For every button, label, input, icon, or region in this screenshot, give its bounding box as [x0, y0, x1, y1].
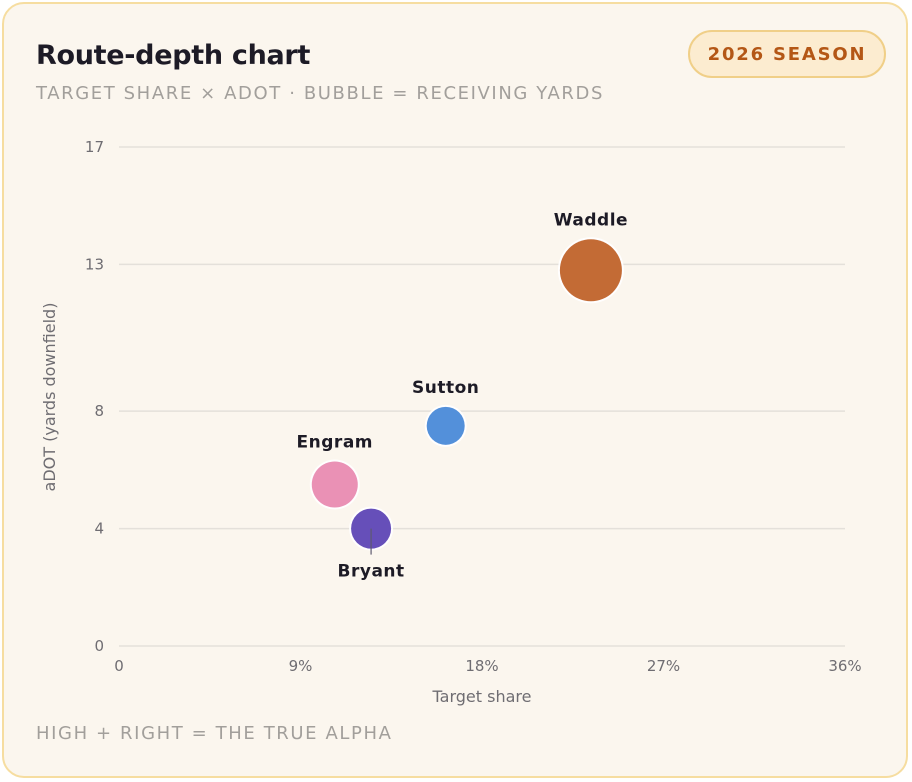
y-axis-ticks: 0 4 8 13 17: [85, 138, 104, 655]
point-label: Bryant: [338, 562, 405, 582]
grid-lines: [119, 146, 845, 647]
y-tick-label: 17: [85, 138, 104, 156]
x-tick-label: 27%: [647, 657, 680, 675]
x-tick-label: 36%: [828, 657, 861, 675]
season-badge: 2026 SEASON: [688, 30, 886, 78]
y-tick-label: 13: [85, 255, 104, 273]
x-tick-label: 9%: [289, 657, 313, 675]
x-axis-ticks: 0 9% 18% 27% 36%: [114, 657, 861, 675]
point-label: Engram: [297, 433, 373, 453]
bubble: [426, 406, 465, 445]
data-point-engram: Engram: [297, 433, 373, 510]
data-point-waddle: Waddle: [554, 210, 628, 304]
footer-note: HIGH + RIGHT = THE TRUE ALPHA: [36, 723, 393, 744]
y-tick-label: 4: [94, 520, 104, 538]
y-tick-label: 8: [94, 402, 104, 420]
data-points: Waddle Sutton Engram Bryant: [297, 210, 628, 582]
point-label: Sutton: [412, 378, 479, 398]
y-axis-label: aDOT (yards downfield): [40, 303, 59, 492]
bubble: [559, 239, 622, 302]
data-point-bryant: Bryant: [338, 506, 405, 582]
chart-subtitle: TARGET SHARE × ADOT · BUBBLE = RECEIVING…: [36, 83, 604, 104]
x-axis-label: Target share: [432, 687, 532, 706]
data-point-sutton: Sutton: [412, 378, 479, 447]
bubble: [311, 461, 358, 508]
page-title: Route-depth chart: [36, 40, 311, 71]
y-tick-label: 0: [94, 637, 104, 655]
point-label: Waddle: [554, 210, 628, 230]
x-tick-label: 18%: [465, 657, 498, 675]
x-tick-label: 0: [114, 657, 124, 675]
